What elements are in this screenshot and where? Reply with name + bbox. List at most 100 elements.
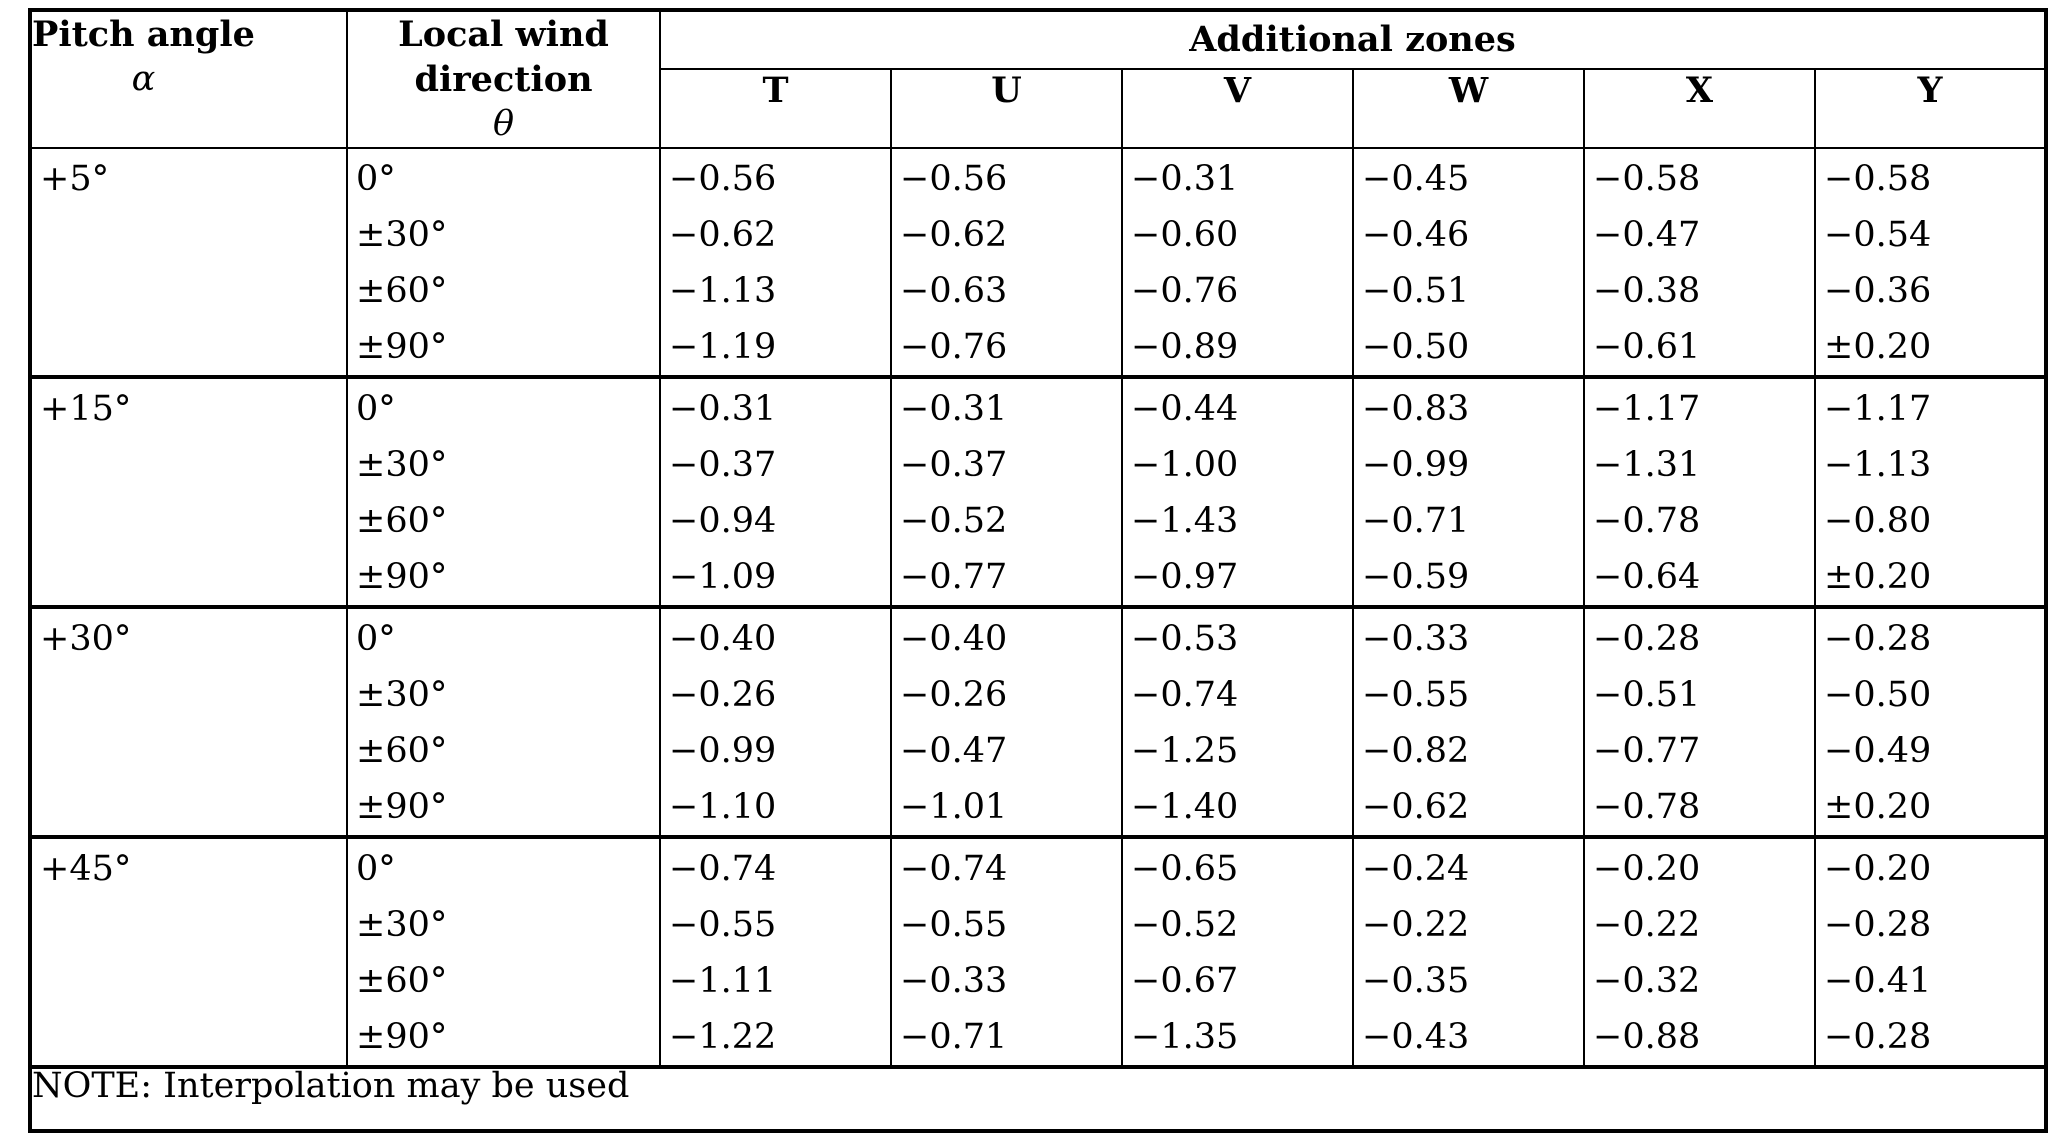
zone-x-cell: −1.17 −1.31 −0.78 −0.64	[1583, 376, 1816, 609]
coefficient-value: −0.33	[1362, 619, 1470, 659]
coefficient-value: −0.55	[1362, 675, 1470, 715]
coefficient-value: −0.28	[1824, 1017, 1932, 1057]
zone-y-cell: −0.20 −0.28 −0.41 −0.28	[1813, 836, 2048, 1069]
coefficient-value: −0.40	[900, 619, 1008, 659]
zone-t-cell: −0.31 −0.37 −0.94 −1.09	[659, 376, 892, 609]
coefficient-value: −0.36	[1824, 271, 1932, 311]
coefficient-value: −0.52	[900, 501, 1008, 541]
coefficient-value: −0.65	[1131, 849, 1239, 889]
coefficient-value: −1.43	[1131, 501, 1239, 541]
pitch-group-plus30: +30° 0° ±30° ±60° ±90° −0.40 −0.26 −0.99…	[29, 606, 2048, 839]
zone-y-cell: −0.28 −0.50 −0.49 ±0.20	[1813, 606, 2048, 839]
coefficient-value: −0.77	[900, 557, 1008, 597]
wind-direction-label-line1: Local wind	[398, 14, 609, 55]
direction-value: ±30°	[356, 215, 448, 255]
direction-value: ±30°	[356, 905, 448, 945]
pitch-cell: +15°	[29, 376, 348, 609]
coefficient-value: −0.26	[900, 675, 1008, 715]
additional-zones-header: Additional zones	[658, 8, 2048, 71]
coefficient-value: −0.99	[1362, 445, 1470, 485]
zone-v-cell: −0.53 −0.74 −1.25 −1.40	[1121, 606, 1354, 839]
coefficient-value: −0.41	[1824, 961, 1932, 1001]
coefficient-value: −1.10	[669, 787, 777, 827]
pitch-angle-header-inner: Pitch angle α	[32, 12, 255, 102]
coefficient-value: −0.22	[1362, 905, 1470, 945]
pitch-value: +30°	[40, 619, 132, 659]
coefficient-value: −0.31	[669, 389, 777, 429]
coefficient-value: −0.38	[1593, 271, 1701, 311]
coefficient-value: −0.88	[1593, 1017, 1701, 1057]
coefficient-value: −1.17	[1824, 389, 1932, 429]
direction-cell: 0° ±30° ±60° ±90°	[346, 836, 661, 1069]
coefficient-value: −0.89	[1131, 327, 1239, 367]
zone-w-cell: −0.83 −0.99 −0.71 −0.59	[1352, 376, 1585, 609]
zone-w-cell: −0.24 −0.22 −0.35 −0.43	[1352, 836, 1585, 1069]
coefficient-value: −1.13	[1824, 445, 1932, 485]
coefficient-value: −0.37	[900, 445, 1008, 485]
zone-t-cell: −0.40 −0.26 −0.99 −1.10	[659, 606, 892, 839]
coefficient-value: −0.59	[1362, 557, 1470, 597]
coefficient-value: −0.47	[900, 731, 1008, 771]
direction-value: ±90°	[356, 557, 448, 597]
coefficient-value: −0.74	[669, 849, 777, 889]
direction-cell: 0° ±30° ±60° ±90°	[346, 147, 661, 379]
zone-u-cell: −0.31 −0.37 −0.52 −0.77	[890, 376, 1123, 609]
pitch-value: +5°	[40, 159, 110, 199]
coefficient-value: −0.50	[1362, 327, 1470, 367]
direction-value: ±60°	[356, 501, 448, 541]
coefficient-value: −0.40	[669, 619, 777, 659]
zone-column-v: V	[1121, 68, 1354, 149]
direction-value: ±60°	[356, 271, 448, 311]
coefficient-value: −0.97	[1131, 557, 1239, 597]
coefficient-value: −0.61	[1593, 327, 1701, 367]
wind-direction-label-line2: direction	[414, 59, 593, 100]
coefficient-value: −0.55	[669, 905, 777, 945]
coefficient-value: −0.53	[1131, 619, 1239, 659]
zone-y-cell: −1.17 −1.13 −0.80 ±0.20	[1813, 376, 2048, 609]
table-note: NOTE: Interpolation may be used	[28, 1066, 2048, 1132]
direction-value: 0°	[356, 159, 396, 199]
coefficient-value: −1.31	[1593, 445, 1701, 485]
direction-value: ±90°	[356, 787, 448, 827]
coefficient-value: −0.58	[1593, 159, 1701, 199]
coefficient-value: −1.25	[1131, 731, 1239, 771]
coefficient-value: −0.28	[1593, 619, 1701, 659]
coefficient-value: −0.32	[1593, 961, 1701, 1001]
direction-value: 0°	[356, 619, 396, 659]
pitch-cell: +45°	[29, 836, 348, 1069]
pitch-group-plus5: +5° 0° ±30° ±60° ±90° −0.56 −0.62 −1.13 …	[29, 147, 2048, 379]
coefficient-value: −0.80	[1824, 501, 1932, 541]
zone-y-cell: −0.58 −0.54 −0.36 ±0.20	[1813, 147, 2048, 379]
coefficient-value: ±0.20	[1824, 557, 1932, 597]
zone-column-u: U	[890, 68, 1123, 149]
header-row-1: Pitch angle α Local wind direction θ Add…	[29, 8, 2048, 149]
direction-value: ±60°	[356, 961, 448, 1001]
coefficient-value: −0.43	[1362, 1017, 1470, 1057]
direction-value: 0°	[356, 849, 396, 889]
coefficient-value: −0.24	[1362, 849, 1470, 889]
coefficient-value: −0.51	[1593, 675, 1701, 715]
pressure-coefficients-table: Pitch angle α Local wind direction θ Add…	[28, 8, 2049, 1133]
coefficient-value: −0.56	[900, 159, 1008, 199]
zone-u-cell: −0.56 −0.62 −0.63 −0.76	[890, 147, 1123, 379]
coefficient-value: −0.82	[1362, 731, 1470, 771]
coefficient-value: −0.67	[1131, 961, 1239, 1001]
coefficient-value: −0.99	[669, 731, 777, 771]
coefficient-value: −0.31	[900, 389, 1008, 429]
coefficient-value: −0.62	[1362, 787, 1470, 827]
direction-value: ±30°	[356, 675, 448, 715]
coefficient-value: −0.31	[1131, 159, 1239, 199]
pitch-angle-header: Pitch angle α	[29, 9, 348, 149]
coefficient-value: −0.78	[1593, 501, 1701, 541]
pitch-group-plus15: +15° 0° ±30° ±60° ±90° −0.31 −0.37 −0.94…	[29, 376, 2048, 609]
zone-v-cell: −0.65 −0.52 −0.67 −1.35	[1121, 836, 1354, 1069]
coefficient-value: −0.58	[1824, 159, 1932, 199]
zone-x-cell: −0.20 −0.22 −0.32 −0.88	[1583, 836, 1816, 1069]
coefficient-value: −0.55	[900, 905, 1008, 945]
coefficient-value: −1.13	[669, 271, 777, 311]
pitch-group-plus45: +45° 0° ±30° ±60° ±90° −0.74 −0.55 −1.11…	[29, 836, 2048, 1069]
coefficient-value: −1.22	[669, 1017, 777, 1057]
coefficient-value: −0.74	[1131, 675, 1239, 715]
coefficient-value: −1.19	[669, 327, 777, 367]
coefficient-value: −0.94	[669, 501, 777, 541]
